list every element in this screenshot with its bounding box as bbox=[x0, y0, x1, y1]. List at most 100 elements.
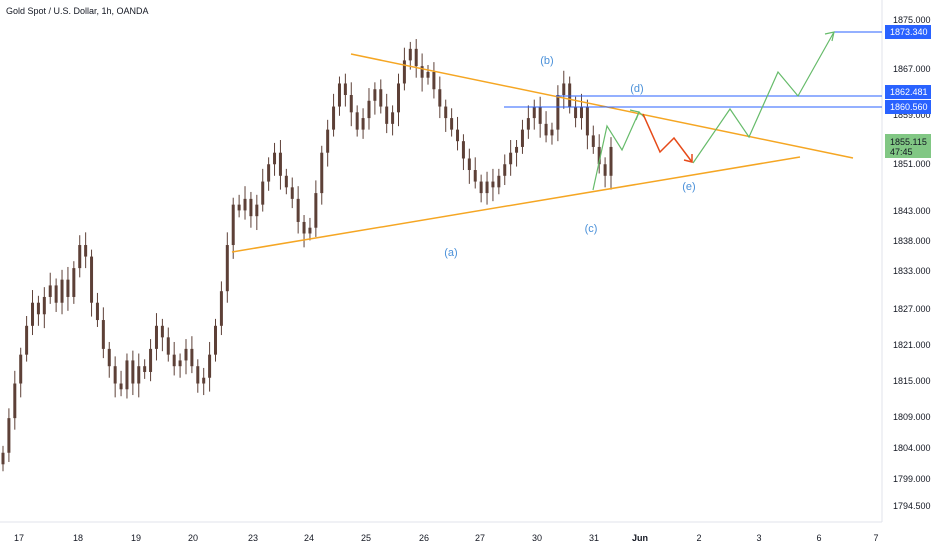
candle-body bbox=[184, 348, 188, 361]
candle-body bbox=[36, 302, 40, 315]
x-tick-label: 2 bbox=[696, 533, 701, 543]
candle-body bbox=[426, 71, 430, 78]
candle bbox=[90, 249, 94, 317]
candle bbox=[308, 217, 312, 241]
candle-body bbox=[438, 89, 442, 107]
candle-body bbox=[278, 152, 282, 176]
candle bbox=[219, 281, 223, 336]
x-tick-label: 6 bbox=[816, 533, 821, 543]
projection-red-arrow bbox=[683, 154, 693, 163]
candle-body bbox=[219, 291, 223, 326]
candle bbox=[574, 96, 578, 128]
price-tag-label: 1873.340 bbox=[890, 27, 928, 37]
candle bbox=[349, 82, 353, 127]
candle bbox=[461, 134, 465, 171]
y-tick-label: 1809.000 bbox=[893, 412, 931, 422]
y-tick-label: 1827.000 bbox=[893, 304, 931, 314]
candle-body bbox=[379, 89, 383, 107]
wave-label: (c) bbox=[585, 223, 598, 235]
price-tag-bg bbox=[885, 25, 931, 39]
candle-body bbox=[78, 245, 82, 269]
candle-body bbox=[526, 118, 530, 130]
x-tick-label: 17 bbox=[14, 533, 24, 543]
projection-green-path-2 bbox=[692, 31, 835, 164]
countdown-label: 47:45 bbox=[890, 147, 913, 157]
candle bbox=[237, 194, 241, 218]
projection-red-path bbox=[642, 113, 693, 163]
candle-body bbox=[302, 221, 306, 234]
candle-body bbox=[25, 325, 29, 355]
x-tick-label: 19 bbox=[131, 533, 141, 543]
candle bbox=[172, 341, 176, 376]
projection-green-arrow bbox=[629, 109, 640, 121]
candle-body bbox=[66, 279, 70, 297]
candle bbox=[60, 269, 64, 315]
x-tick-label: 7 bbox=[873, 533, 878, 543]
candle-body bbox=[467, 158, 471, 171]
candle-body bbox=[337, 83, 341, 107]
candle-body bbox=[54, 285, 58, 303]
candle-body bbox=[31, 302, 35, 326]
candle bbox=[568, 76, 572, 114]
price-tag-bg bbox=[885, 85, 931, 99]
y-tick-label: 1804.000 bbox=[893, 443, 931, 453]
candle bbox=[160, 318, 164, 352]
x-tick-label: 20 bbox=[188, 533, 198, 543]
y-tick-label: 1875.000 bbox=[893, 15, 931, 25]
candle-body bbox=[456, 129, 460, 142]
candle bbox=[337, 76, 341, 116]
candle bbox=[48, 272, 52, 304]
candle-body bbox=[261, 181, 265, 205]
candle-body bbox=[326, 129, 330, 153]
candle bbox=[255, 194, 259, 231]
candle bbox=[1, 445, 5, 472]
candle bbox=[456, 116, 460, 151]
x-tick-label: 24 bbox=[304, 533, 314, 543]
candle bbox=[497, 168, 501, 195]
candle bbox=[249, 191, 253, 228]
candle-body bbox=[461, 141, 465, 159]
candle-body bbox=[267, 164, 271, 182]
price-tag: 1873.340 bbox=[885, 25, 931, 39]
candle bbox=[125, 353, 129, 399]
candle-body bbox=[166, 337, 170, 355]
candle bbox=[131, 350, 135, 396]
candle bbox=[373, 82, 377, 115]
candle bbox=[95, 292, 99, 327]
y-tick-label: 1815.000 bbox=[893, 376, 931, 386]
candle bbox=[414, 39, 418, 78]
x-tick-label: 18 bbox=[73, 533, 83, 543]
candle-body bbox=[131, 360, 135, 384]
candle bbox=[243, 186, 247, 220]
candle bbox=[532, 99, 536, 130]
candle-body bbox=[243, 198, 247, 211]
candle-body bbox=[125, 360, 129, 390]
candle bbox=[591, 125, 595, 154]
x-tick-label: 3 bbox=[756, 533, 761, 543]
candle bbox=[444, 99, 448, 132]
candle-body bbox=[160, 325, 164, 338]
candle bbox=[184, 339, 188, 375]
candle bbox=[302, 215, 306, 248]
candle bbox=[408, 41, 412, 70]
candle bbox=[579, 93, 583, 130]
candle-body bbox=[568, 83, 572, 107]
price-tag-bg bbox=[885, 100, 931, 114]
candle-body bbox=[585, 106, 589, 136]
candle-body bbox=[90, 256, 94, 303]
price-tag-label: 1862.481 bbox=[890, 87, 928, 97]
y-tick-label: 1859.000 bbox=[893, 110, 931, 120]
candle bbox=[314, 180, 318, 237]
candle-body bbox=[19, 354, 23, 384]
candle-body bbox=[255, 204, 259, 217]
x-tick-label: 26 bbox=[419, 533, 429, 543]
y-tick-label: 1794.500 bbox=[893, 501, 931, 511]
candle-body bbox=[444, 106, 448, 119]
candle bbox=[367, 88, 371, 130]
current-price-bg bbox=[885, 134, 931, 158]
candle bbox=[54, 278, 58, 312]
candle bbox=[214, 318, 218, 362]
candle-body bbox=[503, 164, 507, 176]
candle-body bbox=[296, 198, 300, 222]
